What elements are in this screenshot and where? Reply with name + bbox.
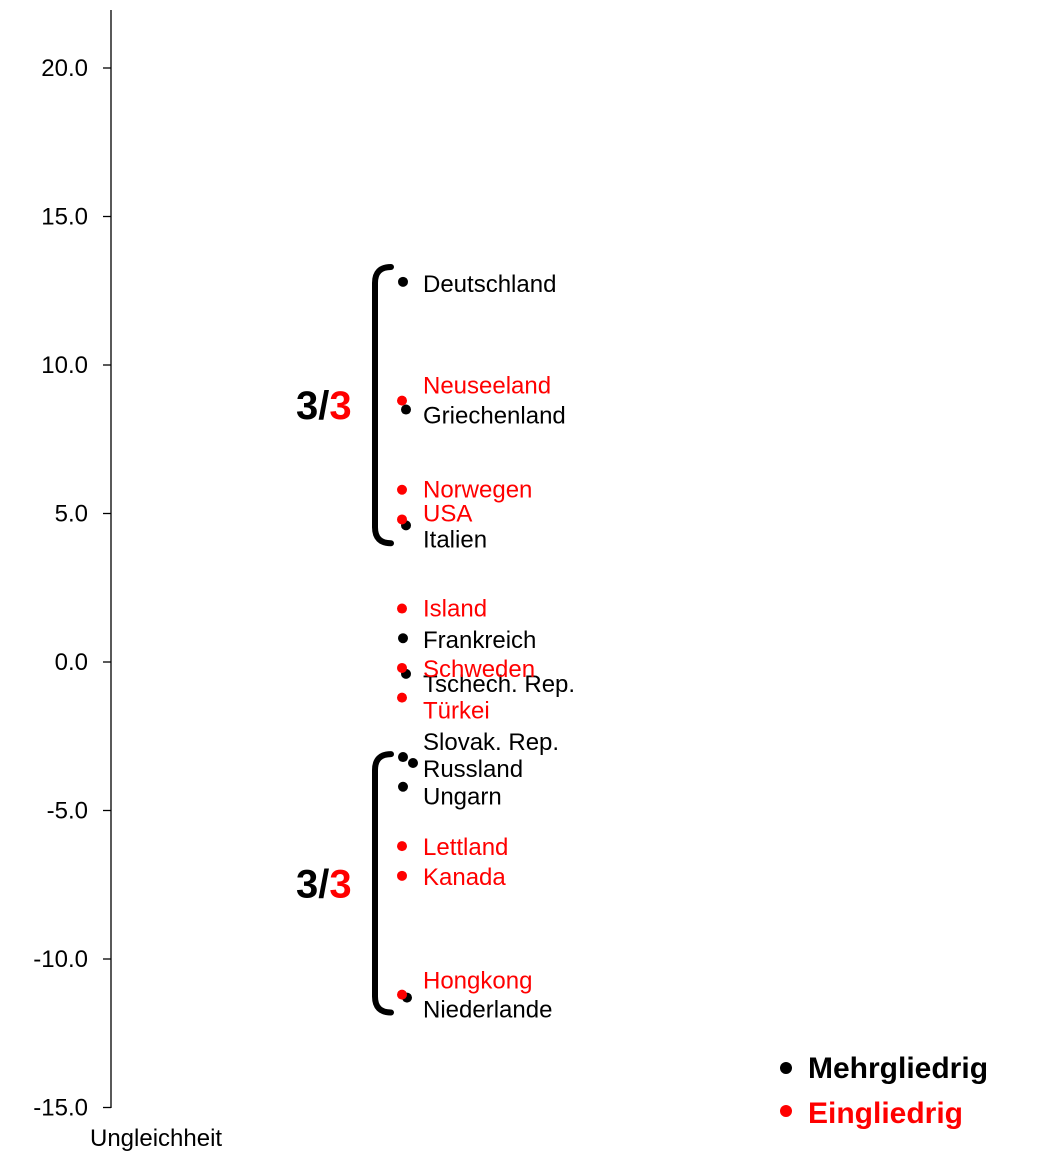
point-kanada	[397, 870, 407, 881]
label-island: Island	[423, 596, 487, 623]
y-tick-label: -5.0	[47, 798, 88, 825]
x-axis-title: Ungleichheit	[90, 1125, 222, 1152]
bracket-count-eingliedrig: 3	[329, 862, 351, 906]
y-tick-label: 10.0	[41, 352, 88, 379]
bracket-count-eingliedrig: 3	[329, 384, 351, 428]
label-lettland: Lettland	[423, 834, 508, 861]
point-norwegen	[397, 484, 407, 495]
data-points	[397, 276, 418, 1003]
legend-marker-eingliedrig	[780, 1105, 792, 1117]
point-russland	[408, 757, 418, 768]
y-tick-label: 5.0	[55, 501, 88, 528]
point-lettland	[397, 841, 407, 852]
label-kanada: Kanada	[423, 864, 506, 891]
bracket-bottom	[372, 751, 394, 1016]
label-schweden: Schweden	[423, 656, 535, 683]
label-hongkong: Hongkong	[423, 968, 532, 995]
point-schweden	[397, 662, 407, 673]
y-axis-ticks: 20.0 15.0 10.0 5.0 0.0 -5.0 -10.0 -15.0	[33, 55, 111, 1122]
label-italien: Italien	[423, 526, 487, 553]
point-neuseeland	[397, 395, 407, 406]
label-norwegen: Norwegen	[423, 477, 532, 504]
y-tick-label: 20.0	[41, 55, 88, 82]
y-tick-label: 15.0	[41, 204, 88, 231]
point-usa	[397, 514, 407, 525]
legend: Mehrgliedrig Eingliedrig	[780, 1052, 988, 1130]
bracket-count-mehrgliedrig: 3/	[296, 384, 329, 428]
label-griechenland: Griechenland	[423, 403, 566, 430]
label-deutschland: Deutschland	[423, 271, 556, 298]
point-türkei	[397, 692, 407, 703]
legend-marker-mehrgliedrig	[780, 1062, 792, 1074]
bracket-label-bottom: 3/3	[296, 862, 352, 906]
bracket-count-mehrgliedrig: 3/	[296, 862, 329, 906]
point-ungarn	[398, 781, 408, 792]
label-russland: Russland	[423, 756, 523, 783]
point-frankreich	[398, 633, 408, 644]
y-tick-label: -15.0	[33, 1095, 88, 1122]
label-slovak-rep-: Slovak. Rep.	[423, 729, 559, 756]
legend-label-mehrgliedrig: Mehrgliedrig	[808, 1052, 988, 1085]
bracket-label-top: 3/3	[296, 384, 352, 428]
label-usa: USA	[423, 500, 472, 527]
y-tick-label: 0.0	[55, 649, 88, 676]
y-tick-label: -10.0	[33, 946, 88, 973]
point-deutschland	[398, 276, 408, 287]
bracket-top	[372, 263, 394, 547]
point-hongkong	[397, 989, 407, 1000]
label-neuseeland: Neuseeland	[423, 373, 551, 400]
label-ungarn: Ungarn	[423, 784, 502, 811]
point-griechenland	[401, 404, 411, 415]
label-tschech-rep-: Tschech. Rep.	[423, 671, 575, 698]
point-island	[397, 603, 407, 614]
country-labels: Deutschland Griechenland Italien Frankreich…	[423, 271, 575, 1024]
label-niederlande: Niederlande	[423, 997, 552, 1024]
label-türkei: Türkei	[423, 698, 490, 725]
label-frankreich: Frankreich	[423, 627, 536, 654]
point-slovak-rep-	[398, 752, 408, 763]
legend-label-eingliedrig: Eingliedrig	[808, 1097, 963, 1130]
group-brackets: 3/33/3	[296, 263, 394, 1016]
